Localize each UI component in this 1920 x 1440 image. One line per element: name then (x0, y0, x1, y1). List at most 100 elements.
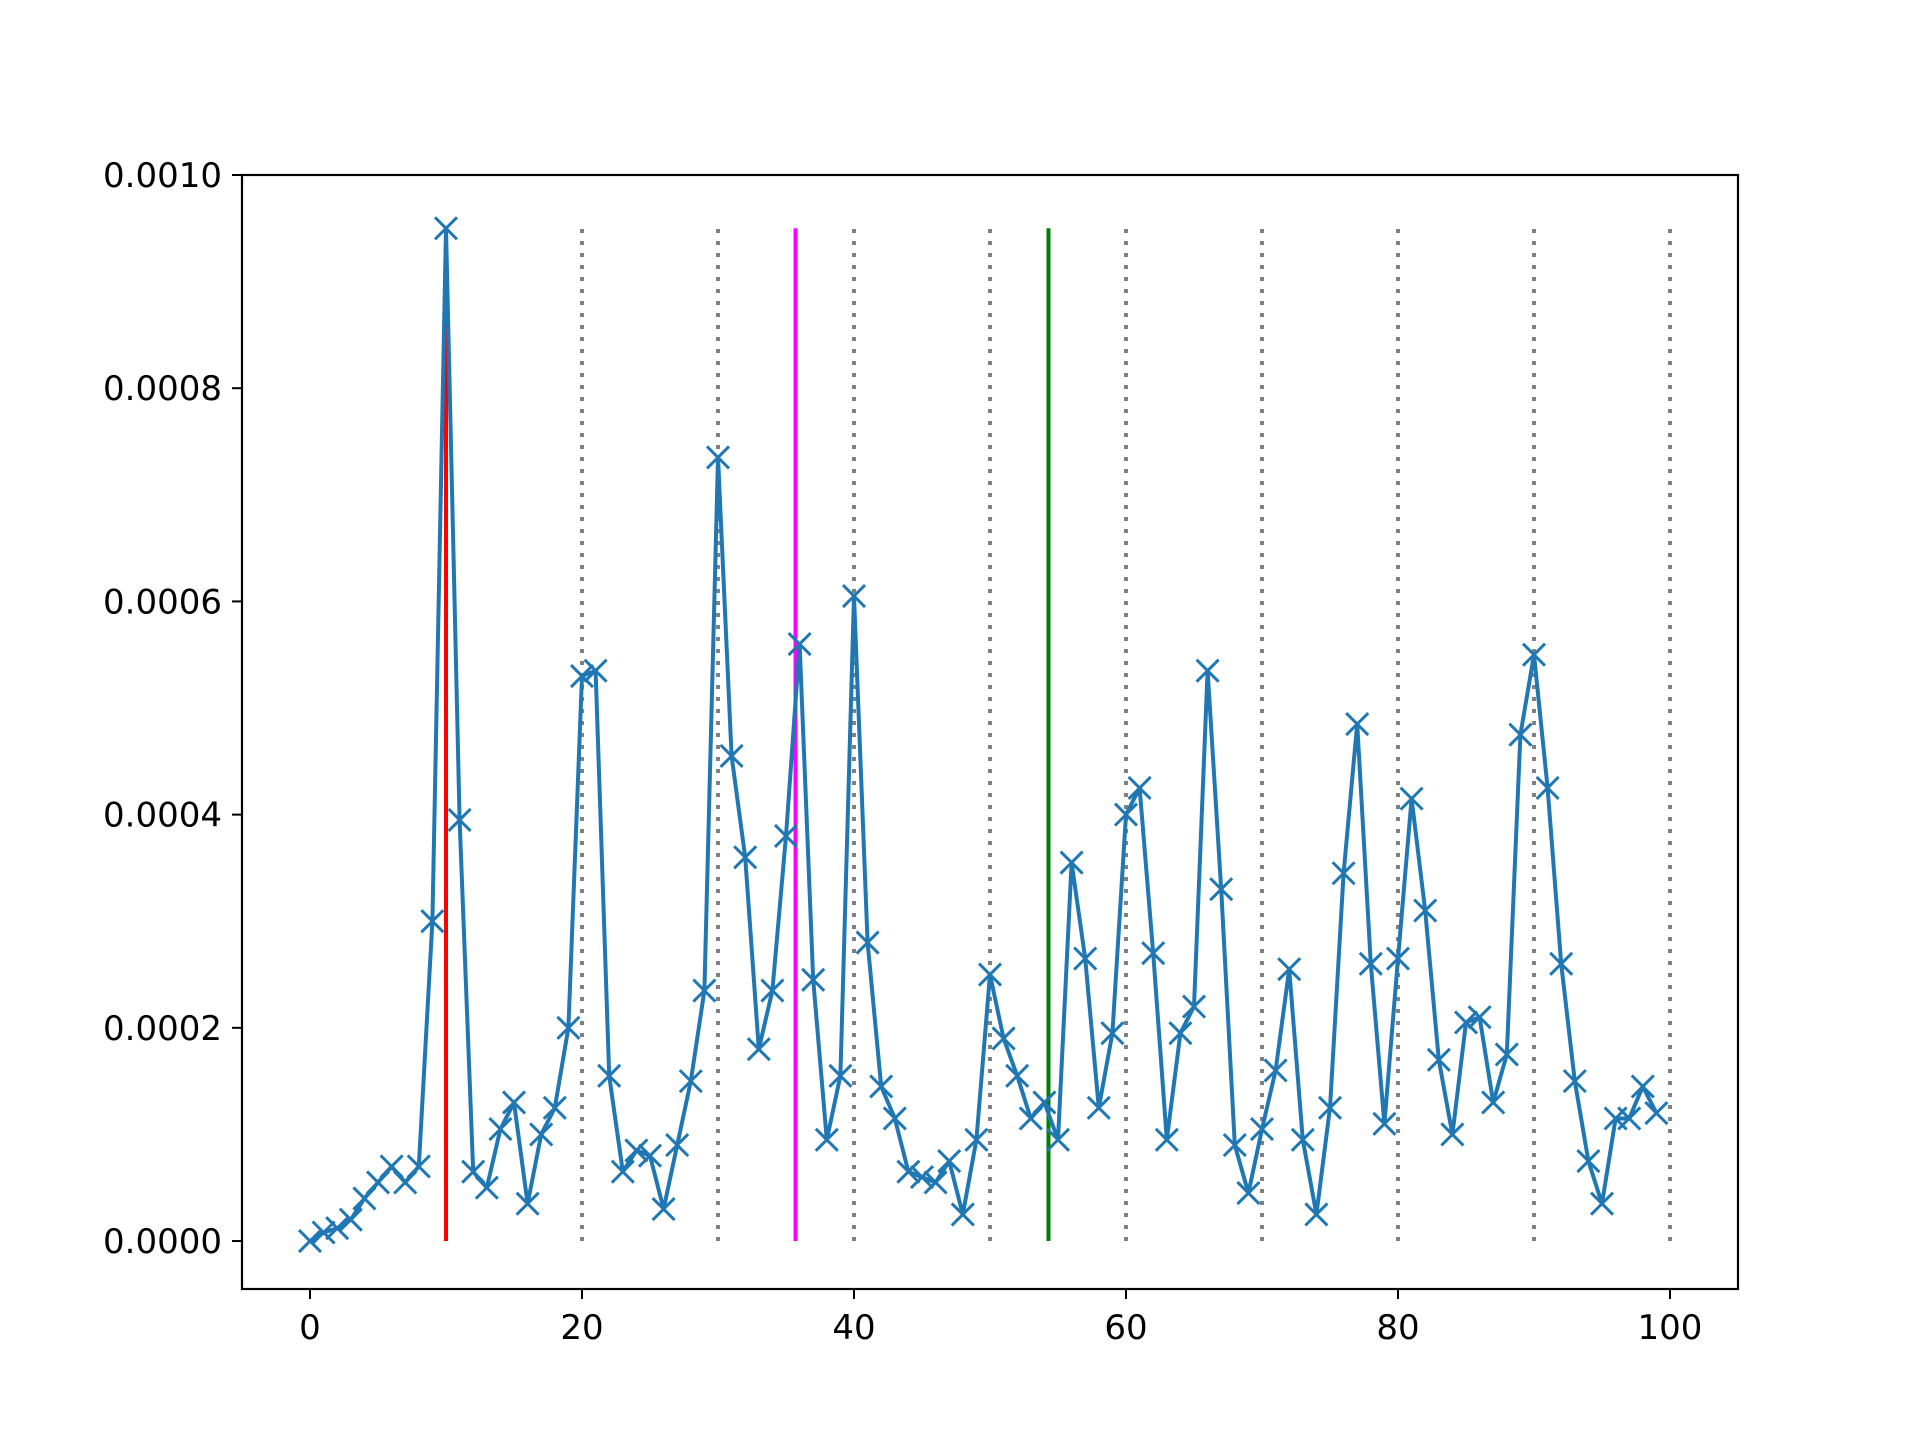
data-point-marker (515, 1191, 540, 1216)
data-point-marker (869, 1074, 894, 1099)
data-point-marker (1399, 786, 1424, 811)
data-point-marker (828, 1063, 853, 1088)
data-point-marker (1521, 642, 1547, 667)
x-tick-label: 0 (299, 1308, 321, 1348)
data-point-marker (1154, 1127, 1179, 1152)
data-point-marker (801, 967, 826, 992)
series-line (308, 226, 1659, 1243)
data-point-marker (542, 1095, 567, 1120)
data-point-marker (1181, 994, 1207, 1019)
data-point-marker (733, 845, 758, 870)
data-point-marker (325, 1216, 350, 1241)
data-point-marker (1059, 850, 1084, 875)
data-point-marker (569, 663, 595, 689)
data-point-marker (923, 1170, 948, 1195)
data-point-marker (787, 631, 812, 657)
data-point-marker (896, 1159, 921, 1184)
data-point-marker (393, 1170, 418, 1195)
data-point-marker (1222, 1133, 1247, 1158)
data-point-marker (665, 1133, 690, 1158)
data-point-marker (1195, 658, 1220, 683)
data-point-marker (977, 962, 1003, 987)
data-point-marker (746, 1037, 771, 1062)
data-point-marker (705, 445, 731, 470)
data-point-marker (1263, 1058, 1288, 1083)
x-tick-label: 60 (1104, 1308, 1147, 1348)
data-point-marker (773, 823, 799, 848)
data-point-marker (1304, 1202, 1329, 1227)
data-point-marker (420, 909, 445, 934)
data-point-marker (1535, 775, 1560, 801)
data-point-marker (433, 216, 459, 241)
data-point-marker (909, 1165, 935, 1190)
data-point-marker (1113, 802, 1139, 827)
data-point-marker (1141, 941, 1166, 966)
data-point-marker (1508, 722, 1533, 747)
data-point-marker (311, 1220, 336, 1245)
series-layer (297, 216, 1669, 1254)
data-point-marker (1358, 951, 1383, 976)
data-point-marker (1494, 1042, 1519, 1067)
data-point-marker (1290, 1127, 1315, 1152)
data-point-marker (447, 807, 472, 833)
data-point-marker (678, 1069, 703, 1094)
data-point-marker (1385, 946, 1411, 971)
data-point-marker (1317, 1095, 1343, 1120)
data-point-marker (1630, 1074, 1655, 1099)
data-point-marker (365, 1170, 391, 1195)
data-point-marker (1277, 957, 1302, 982)
data-point-marker (488, 1117, 513, 1142)
data-point-marker (1440, 1122, 1465, 1147)
data-point-marker (1453, 1010, 1479, 1035)
axes-frame (240, 173, 1740, 1291)
data-point-marker (379, 1154, 404, 1179)
data-point-marker (950, 1202, 975, 1227)
data-point-marker (1018, 1106, 1043, 1131)
data-point-marker (1562, 1069, 1587, 1094)
y-tick-label: 0.0008 (103, 369, 222, 409)
y-tick-label: 0.0004 (103, 796, 222, 836)
data-point-marker (1168, 1021, 1193, 1046)
data-point-marker (1617, 1106, 1642, 1131)
data-point-marker (1426, 1047, 1451, 1072)
data-point-marker (1045, 1127, 1071, 1152)
data-point-marker (461, 1159, 486, 1184)
data-point-marker (406, 1154, 431, 1179)
data-point-marker (1209, 877, 1234, 902)
x-tick-label: 20 (560, 1308, 603, 1348)
data-point-marker (1345, 711, 1370, 737)
data-point-marker (814, 1127, 839, 1152)
data-point-marker (637, 1143, 663, 1168)
data-point-marker (338, 1207, 363, 1232)
vertical-lines-layer (444, 228, 1672, 1242)
data-point-marker (651, 1196, 676, 1222)
data-point-marker (855, 930, 880, 955)
data-point-marker (1413, 898, 1438, 923)
data-point-marker (1032, 1090, 1057, 1115)
axes-layer (240, 173, 1740, 1291)
y-tick-label: 0.0006 (103, 582, 222, 622)
data-point-marker (760, 978, 785, 1003)
data-point-marker (297, 1228, 323, 1254)
data-point-marker (474, 1175, 499, 1200)
data-point-marker (610, 1159, 635, 1184)
data-point-marker (1073, 946, 1098, 971)
data-point-marker (1236, 1180, 1261, 1206)
data-point-marker (501, 1090, 527, 1115)
data-point-marker (1331, 861, 1356, 886)
data-point-marker (882, 1106, 907, 1131)
x-tick-label: 100 (1638, 1308, 1703, 1348)
data-point-marker (692, 978, 717, 1003)
data-point-marker (1467, 1005, 1492, 1030)
data-point-marker (583, 658, 608, 683)
x-tick-label: 80 (1376, 1308, 1419, 1348)
data-point-marker (556, 1015, 581, 1040)
data-point-marker (1576, 1149, 1601, 1174)
data-point-marker (352, 1186, 377, 1211)
data-point-marker (841, 584, 867, 609)
data-point-marker (937, 1149, 962, 1174)
data-point-marker (1549, 951, 1574, 976)
data-point-marker (624, 1138, 649, 1163)
